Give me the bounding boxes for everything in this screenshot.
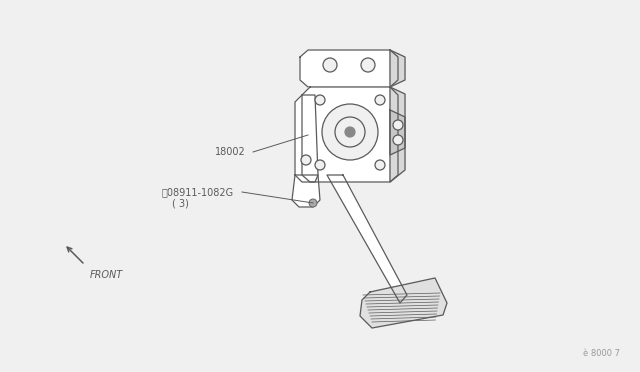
Polygon shape	[390, 87, 405, 182]
Circle shape	[375, 95, 385, 105]
Circle shape	[323, 58, 337, 72]
Circle shape	[393, 120, 403, 130]
Circle shape	[301, 155, 311, 165]
Polygon shape	[360, 278, 447, 328]
Circle shape	[345, 127, 355, 137]
Circle shape	[309, 199, 317, 207]
Circle shape	[335, 117, 365, 147]
Polygon shape	[302, 87, 398, 182]
Text: ( 3): ( 3)	[172, 199, 189, 209]
Polygon shape	[292, 175, 320, 207]
Circle shape	[315, 160, 325, 170]
Text: ⓝ08911-1082G: ⓝ08911-1082G	[162, 187, 234, 197]
Circle shape	[361, 58, 375, 72]
Circle shape	[322, 104, 378, 160]
Text: 18002: 18002	[215, 147, 246, 157]
Polygon shape	[295, 95, 318, 182]
Circle shape	[393, 135, 403, 145]
Text: è 8000 7: è 8000 7	[583, 349, 620, 358]
Text: FRONT: FRONT	[90, 270, 124, 280]
Polygon shape	[390, 50, 405, 87]
Polygon shape	[300, 50, 398, 87]
Circle shape	[315, 95, 325, 105]
Polygon shape	[327, 175, 407, 303]
Polygon shape	[390, 110, 405, 155]
Circle shape	[375, 160, 385, 170]
